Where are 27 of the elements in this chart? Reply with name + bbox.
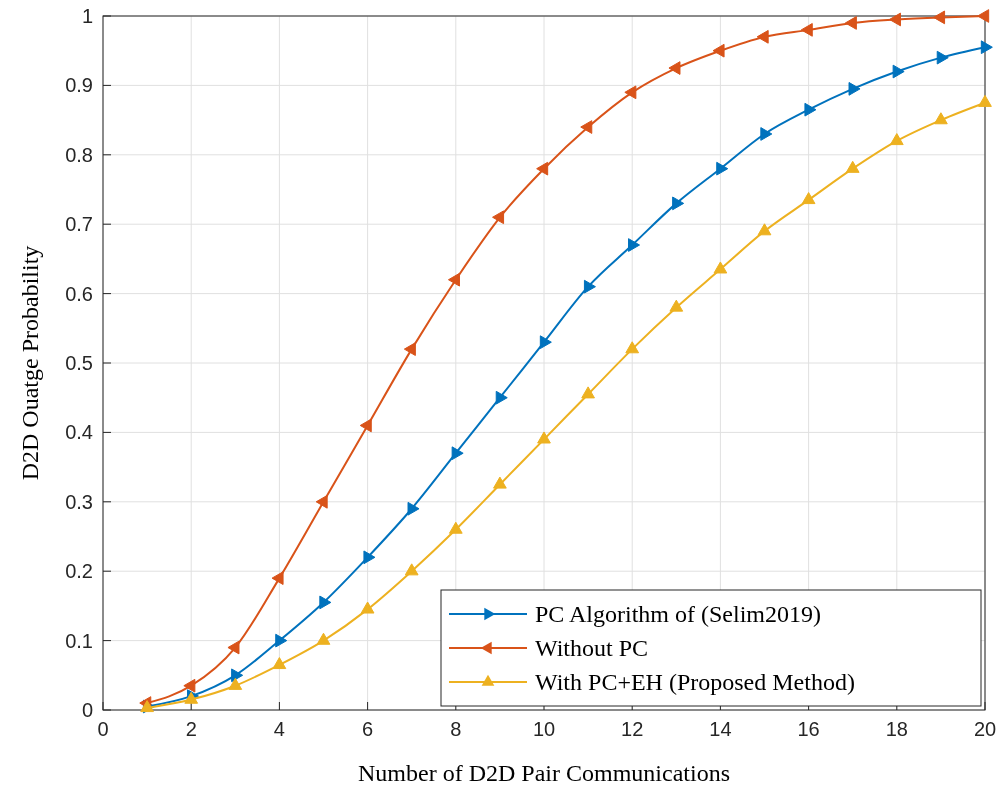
x-tick-label: 0	[97, 718, 109, 740]
legend-label: PC Algorithm of (Selim2019)	[535, 601, 822, 627]
x-tick-label: 14	[709, 718, 732, 740]
y-tick-label: 0.9	[65, 74, 93, 97]
legend-label: Without PC	[535, 635, 649, 661]
x-axis-title: Number of D2D Pair Communications	[358, 760, 730, 786]
y-tick-label: 1	[81, 5, 93, 27]
y-tick-label: 0.6	[65, 282, 93, 305]
x-tick-label: 12	[621, 718, 644, 740]
x-tick-label: 18	[885, 718, 908, 740]
x-tick-label: 6	[362, 718, 374, 740]
x-tick-label: 20	[973, 718, 997, 740]
x-tick-label: 8	[450, 718, 462, 740]
x-tick-label: 10	[532, 718, 556, 740]
x-tick-label: 4	[273, 718, 285, 740]
y-tick-label: 0.4	[65, 421, 93, 444]
y-tick-label: 0.7	[65, 213, 93, 236]
y-axis-title: D2D Ouatge Probability	[17, 245, 43, 481]
y-tick-label: 0.8	[65, 143, 93, 166]
y-tick-label: 0.2	[65, 560, 93, 583]
y-tick-label: 0.3	[65, 490, 93, 513]
y-tick-label: 0.1	[65, 629, 93, 652]
y-tick-label: 0	[81, 699, 93, 721]
legend-label: With PC+EH (Proposed Method)	[535, 669, 855, 695]
x-tick-label: 2	[185, 718, 197, 740]
y-tick-label: 0.5	[65, 352, 93, 374]
x-tick-label: 16	[797, 718, 820, 740]
